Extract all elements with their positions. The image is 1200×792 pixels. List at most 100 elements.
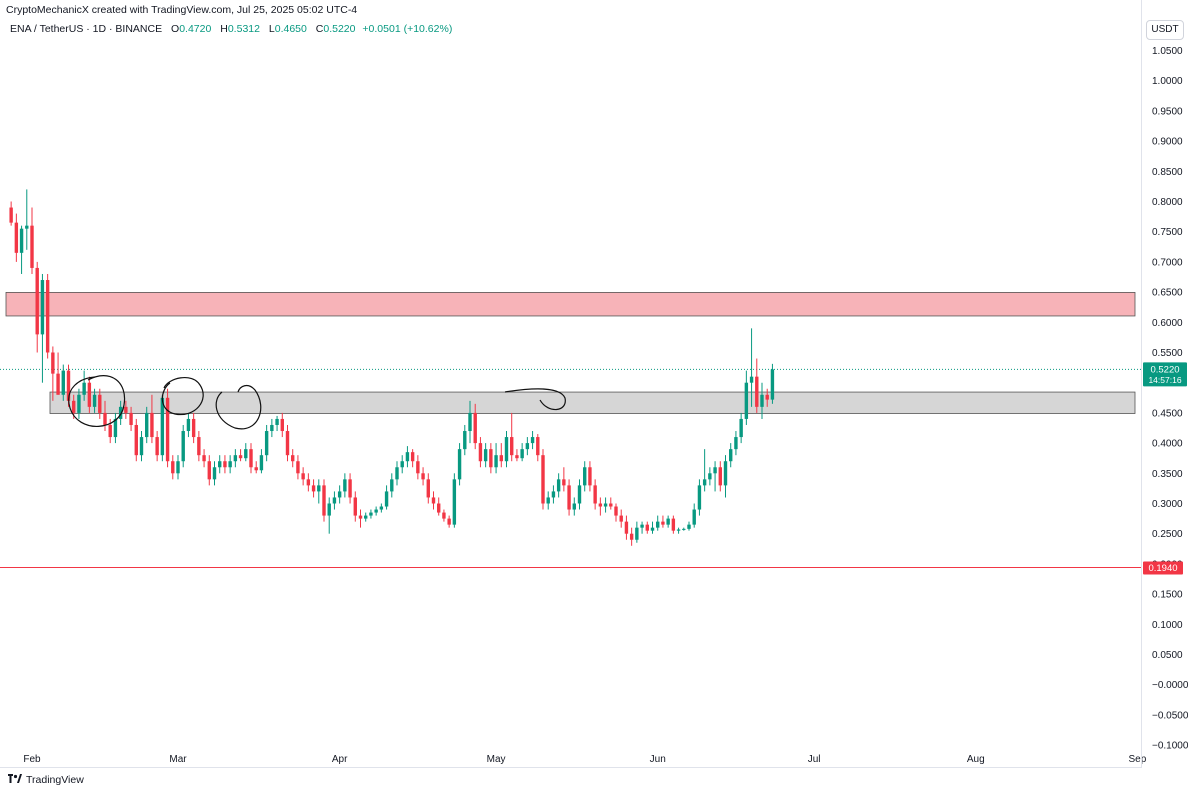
close-value: 0.5220 bbox=[323, 23, 356, 35]
candle-body bbox=[35, 267, 39, 335]
candle-body bbox=[77, 394, 81, 413]
y-tick-label: 1.0500 bbox=[1152, 46, 1183, 57]
candle-body bbox=[666, 518, 670, 525]
countdown-label: 14:57:16 bbox=[1148, 375, 1181, 385]
candle-body bbox=[650, 527, 655, 531]
candle-body bbox=[92, 394, 97, 407]
candle-body bbox=[437, 503, 441, 513]
candle-body bbox=[291, 455, 295, 462]
candle-body bbox=[72, 400, 76, 413]
time-axis-divider bbox=[0, 767, 1141, 768]
y-tick-label: 0.4000 bbox=[1152, 439, 1183, 450]
candle-body bbox=[525, 443, 530, 450]
candle-body bbox=[343, 479, 347, 492]
tradingview-brand-label: TradingView bbox=[26, 774, 84, 786]
candle-body bbox=[708, 473, 712, 480]
candle-body bbox=[400, 461, 404, 468]
drawing-loop bbox=[68, 375, 126, 427]
y-tick-label: 0.1500 bbox=[1152, 590, 1183, 601]
candle-body bbox=[546, 497, 550, 504]
candle-body bbox=[150, 412, 154, 438]
candle-body bbox=[384, 491, 389, 507]
candle-body bbox=[583, 467, 587, 486]
candle-body bbox=[598, 503, 603, 507]
tradingview-brand[interactable]: TradingView bbox=[8, 774, 84, 786]
symbol-legend[interactable]: ENA / TetherUS · 1D · BINANCE O0.4720 H0… bbox=[10, 23, 452, 35]
candle-body bbox=[421, 473, 425, 480]
candle-body bbox=[489, 449, 493, 468]
candle-body bbox=[301, 473, 305, 480]
y-tick-label: 0.9000 bbox=[1152, 137, 1183, 148]
candle-body bbox=[98, 394, 102, 413]
y-tick-label: 0.4500 bbox=[1152, 408, 1183, 419]
line-price-label: 0.1940 bbox=[1148, 563, 1177, 574]
x-tick-label: Jun bbox=[650, 754, 666, 765]
x-tick-label: Mar bbox=[169, 754, 187, 765]
candle-body bbox=[254, 467, 258, 471]
candle-body bbox=[139, 437, 144, 456]
y-tick-label: 0.7000 bbox=[1152, 257, 1183, 268]
candle-body bbox=[311, 485, 316, 492]
candle-body bbox=[541, 455, 545, 504]
y-tick-label: 0.3500 bbox=[1152, 469, 1183, 480]
candle-body bbox=[405, 452, 410, 462]
candle-body bbox=[9, 207, 13, 223]
candle-body bbox=[82, 382, 86, 395]
candle-body bbox=[337, 491, 342, 498]
candle-body bbox=[483, 449, 488, 462]
candle-body bbox=[61, 370, 65, 395]
candle-body bbox=[562, 479, 566, 486]
candle-body bbox=[171, 461, 175, 474]
candle-body bbox=[442, 512, 446, 519]
candle-body bbox=[317, 485, 321, 492]
low-value: 0.4650 bbox=[274, 23, 307, 35]
candle-body bbox=[51, 352, 55, 374]
candle-body bbox=[244, 449, 248, 459]
candle-body bbox=[238, 455, 243, 459]
candle-body bbox=[129, 412, 133, 425]
change-value: +0.0501 (+10.62%) bbox=[362, 23, 453, 35]
candle-body bbox=[494, 455, 498, 468]
candle-body bbox=[259, 455, 264, 471]
low-label: L bbox=[268, 23, 275, 35]
high-value: 0.5312 bbox=[227, 23, 260, 35]
candle-body bbox=[249, 449, 253, 468]
candle-body bbox=[155, 437, 159, 456]
candle-body bbox=[25, 225, 29, 229]
symbol-name: ENA / TetherUS · 1D · BINANCE bbox=[10, 23, 163, 35]
candle-body bbox=[609, 503, 613, 507]
resistance-zone bbox=[5, 292, 1136, 317]
candle-body bbox=[624, 521, 629, 534]
candle-body bbox=[390, 479, 394, 492]
candle-body bbox=[134, 424, 138, 456]
candle-body bbox=[197, 437, 201, 456]
last-price-badge bbox=[1143, 362, 1187, 387]
candle-body bbox=[374, 509, 378, 513]
candle-body bbox=[572, 503, 576, 510]
candle-body bbox=[499, 455, 503, 462]
candle-body bbox=[332, 497, 337, 504]
candle-body bbox=[577, 485, 582, 504]
candle-body bbox=[749, 376, 754, 383]
candle-body bbox=[463, 431, 467, 450]
candle-body bbox=[14, 222, 19, 253]
candle-body bbox=[765, 394, 769, 400]
candle-body bbox=[603, 503, 608, 507]
candle-body bbox=[19, 228, 24, 253]
candle-body bbox=[30, 225, 34, 268]
candle-body bbox=[124, 406, 128, 413]
y-tick-label: 0.2500 bbox=[1152, 529, 1183, 540]
candle-body bbox=[614, 506, 618, 516]
candle-body bbox=[369, 512, 373, 516]
high-label: H bbox=[220, 23, 228, 35]
candle-body bbox=[676, 529, 681, 531]
candle-body bbox=[233, 455, 238, 462]
currency-unit-button[interactable]: USDT bbox=[1146, 20, 1184, 40]
candle-body bbox=[478, 443, 483, 462]
y-tick-label: 0.0500 bbox=[1152, 650, 1183, 661]
tradingview-logo-icon bbox=[8, 774, 22, 786]
y-tick-label: 0.1000 bbox=[1152, 620, 1183, 631]
x-tick-label: Sep bbox=[1129, 754, 1147, 765]
